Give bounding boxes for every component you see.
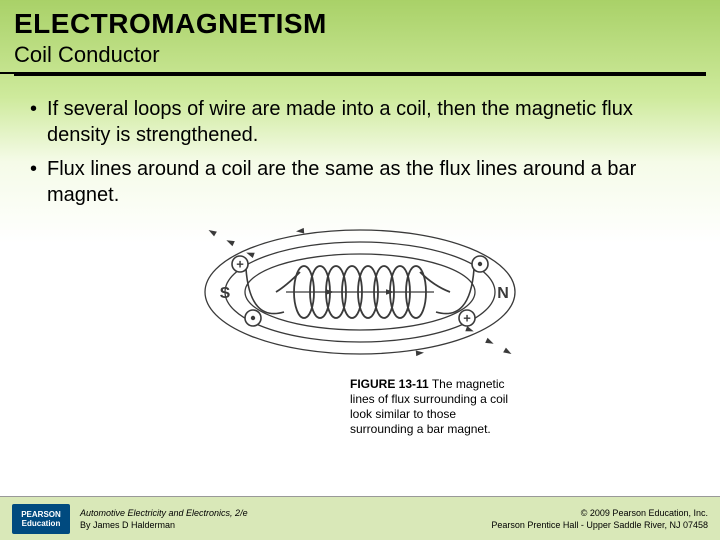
svg-text:S: S	[220, 285, 231, 302]
svg-text:N: N	[497, 285, 509, 302]
page-title: ELECTROMAGNETISM	[0, 0, 720, 40]
coil-flux-diagram: + + S N	[195, 222, 525, 367]
coil-svg: + + S N	[195, 222, 525, 362]
publisher-address: Pearson Prentice Hall - Upper Saddle Riv…	[491, 519, 708, 531]
footer: PEARSON Education Automotive Electricity…	[0, 496, 720, 540]
logo-text-top: PEARSON	[21, 510, 61, 519]
copyright: © 2009 Pearson Education, Inc.	[491, 507, 708, 519]
figure-label: FIGURE 13-11	[350, 377, 429, 391]
figure-caption: FIGURE 13-11 The magnetic lines of flux …	[200, 377, 520, 437]
figure-container: + + S N FIGURE 13-11 The magnetic lines of …	[0, 222, 720, 437]
bullet-text: Flux lines around a coil are the same as…	[47, 156, 690, 208]
svg-text:+: +	[463, 310, 471, 325]
list-item: • Flux lines around a coil are the same …	[30, 156, 690, 208]
logo-text-bottom: Education	[22, 519, 61, 528]
page-subtitle: Coil Conductor	[0, 40, 706, 74]
book-title: Automotive Electricity and Electronics, …	[80, 507, 248, 519]
bullet-text: If several loops of wire are made into a…	[47, 96, 690, 148]
author: By James D Halderman	[80, 519, 248, 531]
bullet-list: • If several loops of wire are made into…	[0, 76, 720, 208]
footer-right: © 2009 Pearson Education, Inc. Pearson P…	[491, 507, 708, 531]
bullet-dot-icon: •	[30, 96, 37, 122]
footer-left: Automotive Electricity and Electronics, …	[80, 507, 248, 531]
svg-text:+: +	[236, 256, 244, 271]
pearson-logo: PEARSON Education	[12, 504, 70, 534]
list-item: • If several loops of wire are made into…	[30, 96, 690, 148]
bullet-dot-icon: •	[30, 156, 37, 182]
